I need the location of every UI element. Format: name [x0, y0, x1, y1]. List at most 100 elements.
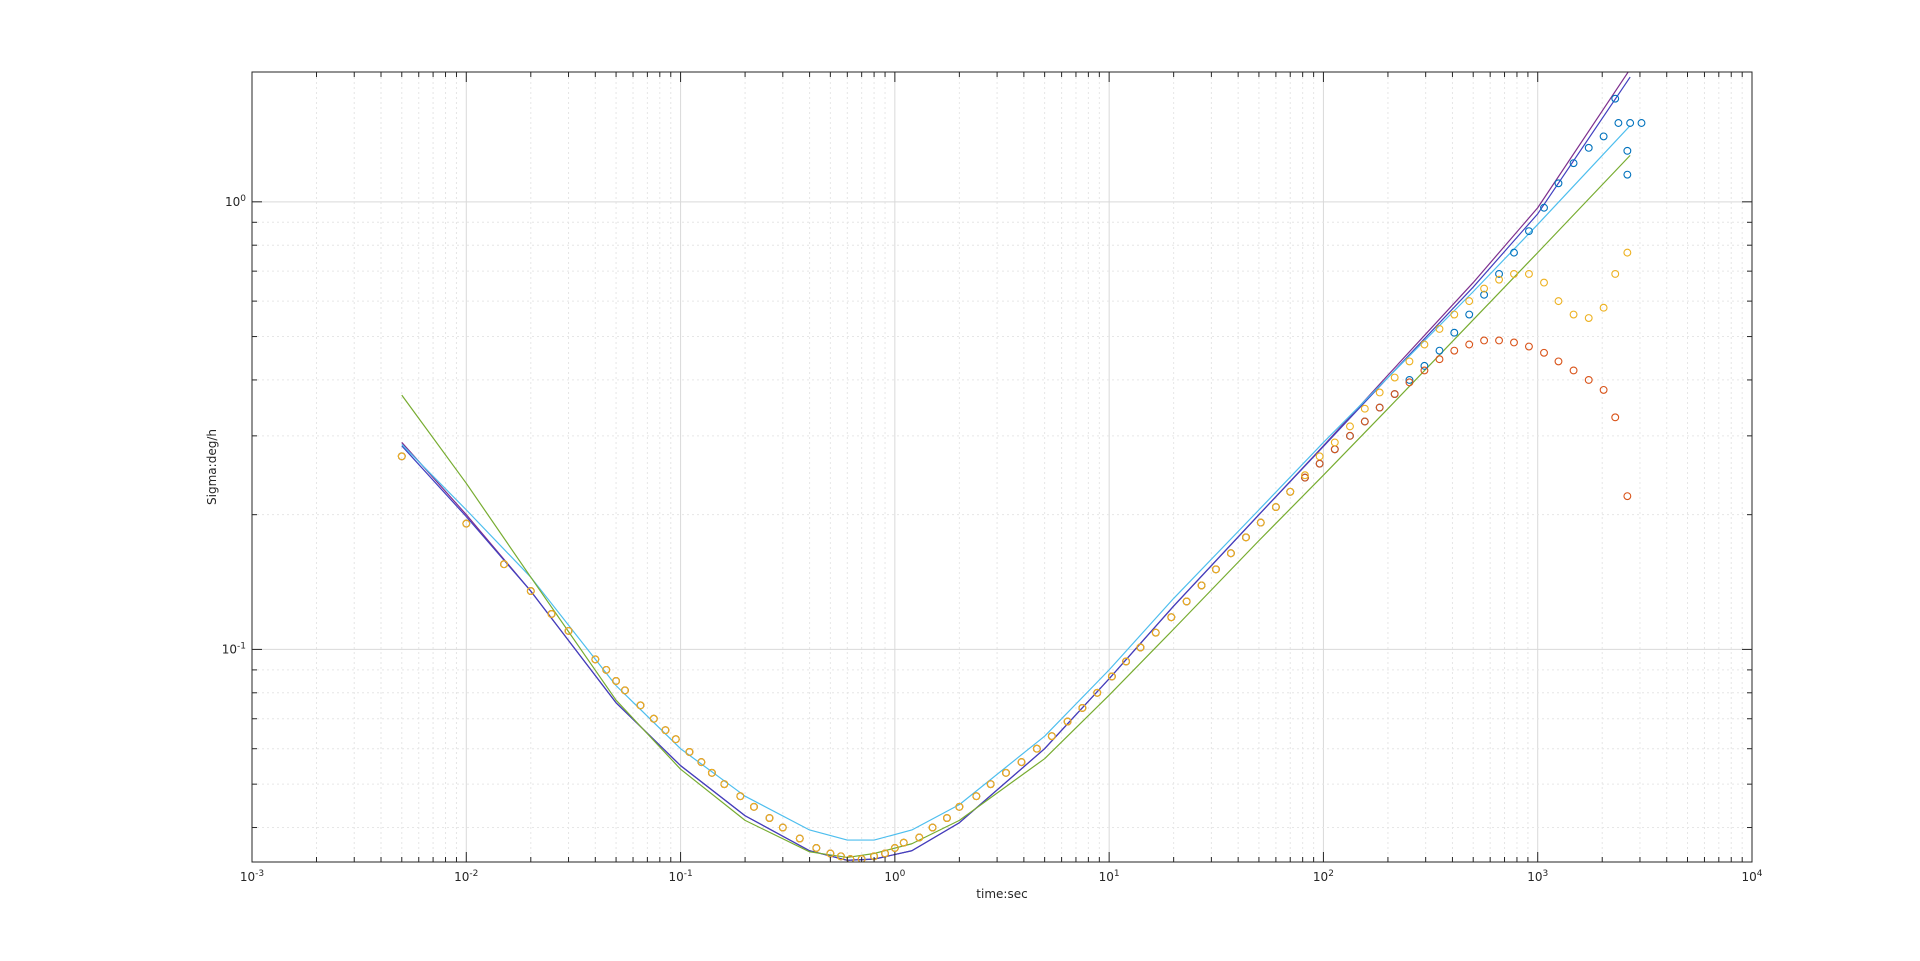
data-point-series-3: [890, 844, 899, 852]
data-point-series-1: [1480, 290, 1489, 299]
data-point-series-3: [1450, 310, 1459, 319]
data-point-series-1: [1465, 310, 1474, 319]
data-point-series-1: [1420, 361, 1429, 370]
data-point-series-3: [1063, 717, 1072, 726]
x-tick-label: 104: [1741, 869, 1762, 884]
data-point-series-3: [1182, 597, 1191, 606]
data-point-series-3: [1047, 732, 1056, 741]
data-point-series-2: [1435, 355, 1444, 364]
data-point-series-3: [1495, 275, 1504, 284]
data-point-series-3: [685, 748, 694, 756]
x-tick-label: 103: [1527, 869, 1548, 884]
x-tick-label: 101: [1099, 869, 1120, 884]
data-point-series-3: [1167, 613, 1176, 622]
data-point-series-3: [1390, 373, 1399, 382]
data-point-series-3: [836, 852, 845, 861]
data-point-series-3: [1420, 340, 1429, 349]
data-point-series-1: [1450, 328, 1459, 337]
data-point-series-3: [1122, 657, 1131, 666]
data-point-series-3: [736, 792, 745, 801]
y-tick-label: 10-1: [222, 641, 246, 656]
data-point-series-3: [1584, 314, 1593, 322]
data-point-series-1: [1623, 146, 1632, 155]
x-tick-label: 10-3: [240, 869, 264, 884]
data-point-series-3: [636, 701, 645, 710]
data-point-series-3: [1405, 357, 1414, 366]
data-point-series-1: [1623, 170, 1632, 179]
data-point-series-3: [1093, 688, 1102, 697]
data-point-series-1: [1584, 143, 1593, 152]
data-point-series-3: [1078, 703, 1087, 712]
data-point-series-3: [612, 677, 621, 685]
data-point-series-3: [462, 519, 471, 528]
data-point-series-3: [1017, 758, 1026, 767]
data-point-series-2: [1450, 346, 1459, 355]
data-point-series-2: [1465, 340, 1474, 349]
data-point-series-3: [397, 452, 406, 461]
data-point-series-3: [749, 802, 758, 811]
data-point-series-3: [1197, 581, 1206, 590]
data-point-series-3: [1301, 471, 1309, 480]
data-point-series-3: [1375, 388, 1384, 397]
data-point-series-3: [928, 823, 937, 832]
data-point-series-3: [649, 714, 658, 723]
grid: [251, 72, 1753, 862]
data-point-series-1: [1524, 227, 1533, 236]
data-point-series-2: [1599, 385, 1608, 394]
data-point-series-1: [1405, 375, 1414, 384]
data-point-series-2: [1375, 403, 1384, 412]
data-point-series-3: [526, 587, 535, 596]
data-point-series-2: [1524, 342, 1533, 351]
data-point-series-1: [1510, 248, 1518, 257]
axis-ticks: [251, 72, 1752, 862]
data-point-series-3: [1540, 278, 1548, 287]
data-point-series-2: [1611, 413, 1620, 422]
data-point-series-3: [1032, 744, 1041, 753]
data-point-series-3: [972, 792, 981, 801]
data-point-series-3: [1286, 487, 1295, 496]
data-point-series-1: [1435, 346, 1444, 355]
fit-line-4: [401, 154, 1631, 859]
fit-line-3: [401, 125, 1631, 841]
data-point-series-3: [1271, 503, 1280, 511]
plot-frame: [251, 71, 1753, 863]
data-point-series-2: [1346, 431, 1354, 440]
data-point-series-3: [881, 849, 889, 858]
data-point-series-3: [500, 560, 508, 569]
data-point-series-3: [1226, 549, 1235, 558]
data-point-series-2: [1569, 366, 1578, 375]
data-point-series-3: [1211, 565, 1220, 574]
data-point-series-3: [812, 844, 821, 852]
fit-lines: [401, 72, 1631, 861]
x-tick-label: 10-2: [454, 869, 478, 884]
data-point-series-2: [1420, 366, 1429, 375]
data-point-series-3: [1510, 270, 1518, 278]
data-point-series-2: [1554, 357, 1563, 366]
data-point-series-3: [1330, 438, 1339, 447]
data-point-series-3: [778, 823, 787, 832]
data-point-series-3: [1242, 533, 1250, 542]
y-tick-labels: 10-1 100: [222, 194, 247, 657]
data-point-series-1: [1554, 179, 1563, 188]
x-tick-label: 102: [1313, 869, 1334, 884]
data-point-series-3: [1569, 310, 1578, 319]
data-point-series-1: [1614, 119, 1623, 127]
data-point-series-2: [1540, 348, 1548, 357]
data-point-series-2: [1510, 338, 1518, 347]
data-point-series-3: [795, 834, 804, 843]
data-point-series-1: [1540, 203, 1548, 212]
data-point-series-2: [1584, 375, 1593, 384]
data-point-series-3: [1315, 452, 1324, 461]
data-point-series-3: [1435, 324, 1444, 333]
data-point-series-3: [1107, 672, 1116, 681]
data-point-series-2: [1301, 473, 1309, 482]
data-point-series-3: [591, 655, 600, 664]
data-point-series-1: [1495, 270, 1504, 278]
data-point-series-3: [720, 780, 729, 789]
data-point-series-3: [1151, 628, 1160, 637]
data-point-series-2: [1405, 378, 1414, 387]
data-point-series-3: [915, 833, 924, 842]
data-point-series-3: [1623, 248, 1632, 257]
data-point-series-3: [765, 814, 774, 822]
